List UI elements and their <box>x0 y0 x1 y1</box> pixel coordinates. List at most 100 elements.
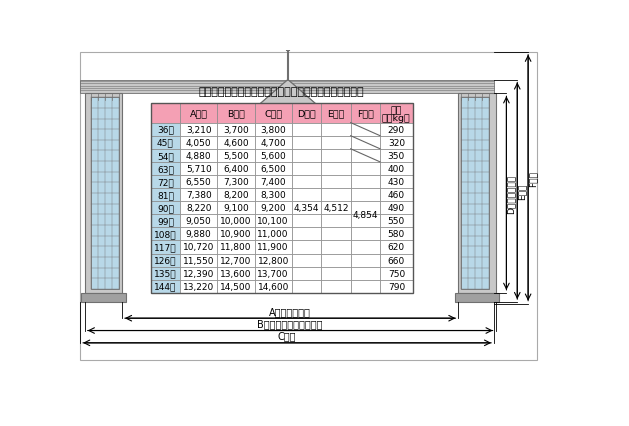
Bar <box>180 189 218 201</box>
Text: 750: 750 <box>387 269 405 278</box>
Bar <box>218 136 255 150</box>
Bar <box>255 124 292 136</box>
Bar <box>218 124 255 136</box>
Text: 400: 400 <box>388 164 405 173</box>
Text: 5,600: 5,600 <box>260 152 286 161</box>
Bar <box>255 136 292 150</box>
Bar <box>91 98 119 289</box>
Bar <box>218 241 255 254</box>
Text: 350: 350 <box>387 152 405 161</box>
Bar <box>321 267 350 280</box>
Bar <box>80 81 494 94</box>
Bar <box>292 176 321 189</box>
Text: 108型: 108型 <box>154 230 177 239</box>
Text: 320: 320 <box>388 138 405 147</box>
Text: E寸法: E寸法 <box>327 109 345 118</box>
Bar <box>151 267 180 280</box>
Bar <box>321 241 350 254</box>
Bar <box>292 215 321 228</box>
Text: 144型: 144型 <box>154 282 177 291</box>
Bar <box>180 162 218 176</box>
Bar <box>350 124 380 136</box>
Text: 72型: 72型 <box>157 178 174 187</box>
Bar <box>255 189 292 201</box>
Bar <box>292 104 321 124</box>
Bar <box>321 136 350 150</box>
Bar <box>292 162 321 176</box>
Bar <box>455 293 499 302</box>
Bar <box>292 124 321 136</box>
Bar <box>151 241 180 254</box>
Bar <box>321 162 350 176</box>
Text: 790: 790 <box>387 282 405 291</box>
Bar <box>292 201 321 215</box>
Text: 90型: 90型 <box>157 204 174 213</box>
Text: 9,880: 9,880 <box>186 230 211 239</box>
Text: 10,900: 10,900 <box>220 230 252 239</box>
Bar <box>350 162 380 176</box>
Text: D寸法: D寸法 <box>297 109 316 118</box>
Bar <box>292 228 321 241</box>
Bar <box>321 150 350 162</box>
Bar <box>321 104 350 124</box>
Bar <box>180 280 218 293</box>
Bar <box>459 94 496 293</box>
Text: 10,000: 10,000 <box>220 217 252 226</box>
Text: 8,300: 8,300 <box>260 191 286 200</box>
Bar <box>380 280 413 293</box>
Bar <box>321 176 350 189</box>
Text: 460: 460 <box>388 191 405 200</box>
Bar <box>151 215 180 228</box>
Text: 36型: 36型 <box>157 125 174 134</box>
Text: 13,700: 13,700 <box>257 269 289 278</box>
Text: E寸法: E寸法 <box>518 183 526 199</box>
Bar <box>380 201 413 215</box>
Bar <box>321 228 350 241</box>
Text: 126型: 126型 <box>154 256 177 265</box>
Text: 10,720: 10,720 <box>183 243 214 252</box>
Bar <box>321 189 350 201</box>
Text: 660: 660 <box>387 256 405 265</box>
Bar <box>321 201 350 215</box>
Text: 12,700: 12,700 <box>220 256 252 265</box>
Bar <box>350 189 380 201</box>
Text: 550: 550 <box>387 217 405 226</box>
Polygon shape <box>257 81 319 107</box>
Bar <box>218 176 255 189</box>
Bar <box>151 176 180 189</box>
Text: 5,500: 5,500 <box>223 152 249 161</box>
Bar <box>180 241 218 254</box>
Bar <box>180 201 218 215</box>
Text: 4,512: 4,512 <box>323 204 348 213</box>
Bar <box>151 136 180 150</box>
Text: 54型: 54型 <box>157 152 174 161</box>
Text: 63型: 63型 <box>157 164 174 173</box>
Text: D寸法（有効）: D寸法（有効） <box>506 174 516 213</box>
Text: 13,600: 13,600 <box>220 269 252 278</box>
Text: 11,800: 11,800 <box>220 243 252 252</box>
Bar <box>350 228 380 241</box>
Bar <box>218 104 255 124</box>
Text: 11,000: 11,000 <box>257 230 289 239</box>
Text: 7,400: 7,400 <box>260 178 286 187</box>
Bar <box>151 162 180 176</box>
Bar <box>380 136 413 150</box>
Bar <box>380 176 413 189</box>
Bar <box>350 136 380 150</box>
Bar <box>321 124 350 136</box>
Bar <box>321 280 350 293</box>
Bar <box>218 267 255 280</box>
Bar <box>380 267 413 280</box>
Bar <box>180 104 218 124</box>
Bar <box>85 94 122 293</box>
Text: C寸法: C寸法 <box>264 109 282 118</box>
Bar <box>350 267 380 280</box>
Bar <box>380 124 413 136</box>
Text: 重量: 重量 <box>391 106 402 115</box>
Bar <box>292 136 321 150</box>
Text: 430: 430 <box>388 178 405 187</box>
Bar <box>151 150 180 162</box>
Bar <box>292 189 321 201</box>
Bar <box>380 254 413 267</box>
Bar <box>292 241 321 254</box>
